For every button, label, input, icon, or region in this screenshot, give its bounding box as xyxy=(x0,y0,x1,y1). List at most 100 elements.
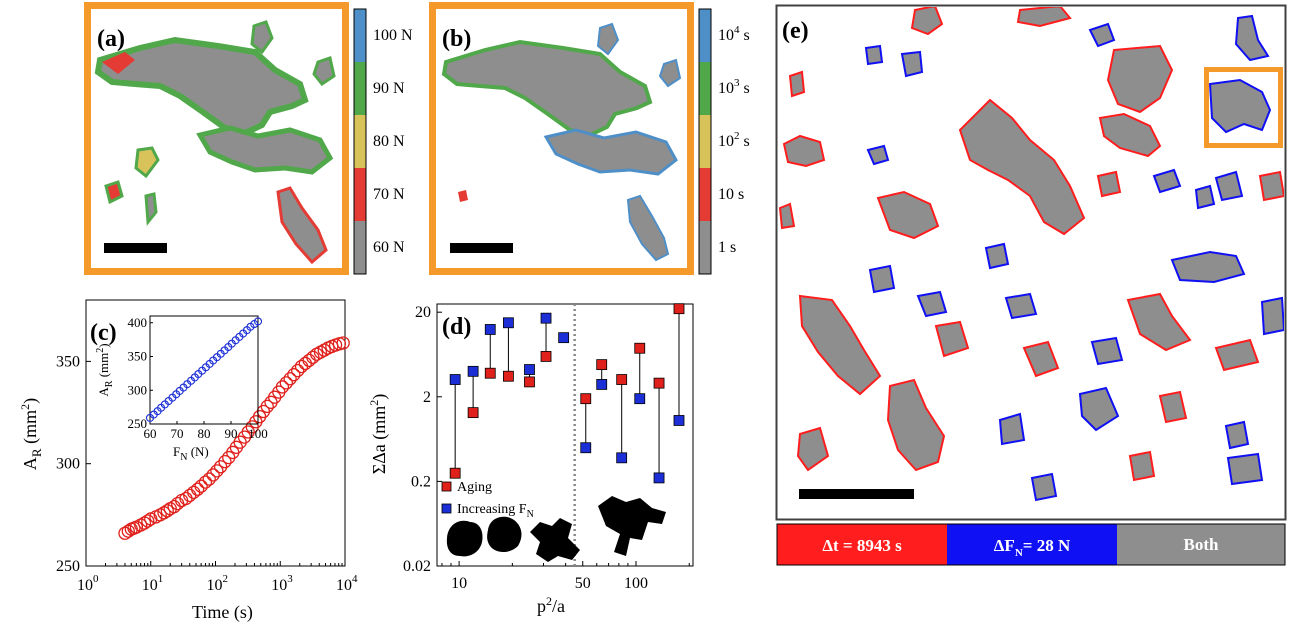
panel-e-contact-map xyxy=(778,7,1284,502)
data-point xyxy=(160,504,174,518)
data-point xyxy=(275,380,290,394)
x-tick-label: 102 xyxy=(207,573,229,594)
x-tick-label: 60 xyxy=(144,426,157,441)
y-tick-label: 400 xyxy=(128,315,148,330)
colorbar-frame xyxy=(698,8,712,275)
contact-patch xyxy=(910,7,944,36)
data-point xyxy=(206,468,220,482)
panel-c: 100 101 102 103 104 250 300 350 (c) Time (s) AR… xyxy=(18,299,358,623)
data-point xyxy=(190,482,205,496)
colorbar-label: 1 s xyxy=(718,239,736,256)
increasing-point xyxy=(596,379,608,390)
y-tick-label: 250 xyxy=(56,558,80,575)
contact-patch xyxy=(312,56,336,87)
increasing-point xyxy=(580,442,592,454)
y-tick-label: 350 xyxy=(128,349,148,364)
aging-point xyxy=(503,370,514,382)
panel-a: (a) 100 N 90 N 80 N 70 N 60 N xyxy=(84,2,413,275)
x-tick-label: 10 xyxy=(451,575,467,592)
legend-aging-label: Aging xyxy=(457,480,492,495)
contact-patch xyxy=(1004,292,1038,320)
contact-patch xyxy=(1224,420,1250,450)
increasing-point xyxy=(558,332,570,344)
contact-patch xyxy=(102,52,135,74)
contact-patch xyxy=(1090,336,1124,366)
aging-point xyxy=(524,376,535,388)
contact-patch xyxy=(1022,340,1060,378)
aging-point xyxy=(596,359,608,371)
colorbar-swatch xyxy=(354,9,366,62)
contact-patch xyxy=(886,378,946,472)
contact-patch xyxy=(876,190,940,240)
colorbar-label: 60 N xyxy=(373,239,405,256)
data-point xyxy=(336,336,350,350)
aging-point xyxy=(540,351,552,362)
colorbar-swatch xyxy=(354,115,366,168)
panel-d-ticks: 10 50 100 0.02 0.2 2 20 xyxy=(403,304,690,592)
x-tick-label: 100 xyxy=(77,573,99,594)
legend-frame xyxy=(776,523,1286,566)
contact-patch xyxy=(1170,250,1246,284)
x-tick-label: 90 xyxy=(225,426,238,441)
increasing-point xyxy=(467,365,479,377)
data-point xyxy=(167,500,181,514)
scale-bar xyxy=(104,243,167,253)
colorbar-swatch xyxy=(699,9,711,62)
legend-increasing-marker xyxy=(441,503,452,514)
contact-patch xyxy=(778,202,796,230)
y-tick-label: 20 xyxy=(415,304,431,321)
colorbar-swatch xyxy=(699,115,711,168)
panel-e-frame xyxy=(775,4,1287,521)
contact-patch xyxy=(798,294,882,396)
colorbar-swatch xyxy=(354,221,366,274)
panel-d-ylabel: ΣΔa (mm2) xyxy=(367,394,390,475)
silhouette xyxy=(487,516,522,552)
silhouette xyxy=(598,496,666,556)
aging-point xyxy=(653,377,665,389)
contact-patch xyxy=(104,180,124,205)
x-tick-label: 100 xyxy=(624,575,648,592)
data-point xyxy=(218,454,232,469)
panel-a-frame xyxy=(84,2,349,275)
legend-dt-label: Δt = 8943 s xyxy=(822,536,902,555)
data-point xyxy=(298,356,312,371)
panel-c-inset-xlabel: FN (N) xyxy=(173,444,209,463)
legend-aging-marker xyxy=(441,481,452,492)
contact-patch xyxy=(196,125,334,175)
aging-point xyxy=(449,467,461,479)
contact-patch xyxy=(958,98,1086,236)
colorbar-swatch xyxy=(354,62,366,115)
colorbar-label: 102 s xyxy=(718,130,750,150)
increasing-point xyxy=(673,415,685,426)
panel-d-xlabel: p2/a xyxy=(537,594,565,616)
aging-point xyxy=(580,393,592,405)
contact-patch xyxy=(868,264,896,294)
contact-patch xyxy=(1128,450,1156,482)
contact-patch xyxy=(1096,170,1122,198)
data-point xyxy=(291,363,305,378)
contact-patch xyxy=(276,186,328,265)
increasing-point xyxy=(540,312,552,324)
contact-patch xyxy=(1158,390,1188,424)
y-tick-label: 250 xyxy=(128,416,148,431)
contact-patch xyxy=(1214,338,1260,372)
contact-patch xyxy=(1078,386,1120,432)
data-point xyxy=(194,479,208,493)
contact-patch xyxy=(1258,170,1284,202)
data-point xyxy=(198,475,213,489)
y-tick-label: 0.2 xyxy=(411,473,431,490)
contact-patch xyxy=(250,20,274,55)
panel-d-series xyxy=(449,303,685,484)
patch-silhouettes xyxy=(446,496,666,562)
panel-d-axes xyxy=(436,303,694,567)
x-tick-label: 70 xyxy=(171,426,184,441)
increasing-point xyxy=(503,317,514,329)
panel-c-inset-series xyxy=(145,317,263,422)
colorbar-label: 90 N xyxy=(373,80,405,97)
panel-c-ylabel: AR (mm2) xyxy=(18,398,44,470)
increasing-point xyxy=(449,374,461,385)
colorbar-swatch xyxy=(699,62,711,115)
y-tick-label: 2 xyxy=(423,389,431,406)
panel-b-contact-map xyxy=(441,22,682,262)
